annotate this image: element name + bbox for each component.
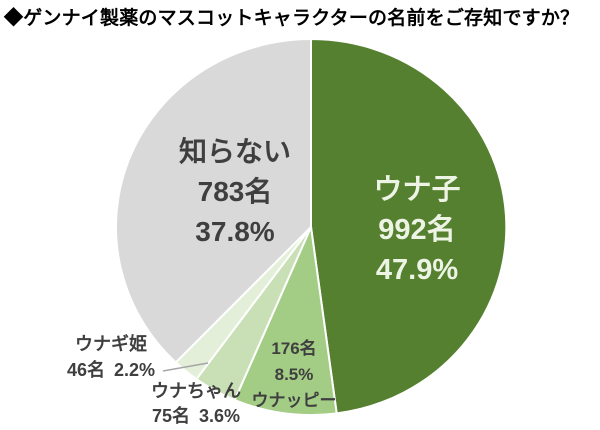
unako-percent: 47.9% xyxy=(375,254,459,286)
chart-title: ◆ゲンナイ製薬のマスコットキャラクターの名前をご存知ですか？ xyxy=(4,8,580,29)
unappy-count: 176名 xyxy=(271,339,317,358)
unagihime-percent: 2.2% xyxy=(114,360,156,380)
unappy-name: ウナッピー xyxy=(251,391,337,410)
pie-slices xyxy=(115,37,508,417)
leader-lines xyxy=(162,362,209,372)
slice-label-unako: ウナ子 992名 47.9% xyxy=(337,170,497,290)
unachan-name: ウナちゃん xyxy=(151,381,241,401)
unachan-percent: 3.6% xyxy=(199,406,241,426)
unako-count: 992名 xyxy=(378,214,456,246)
slice-label-unagihime: ウナギ姫 46名 2.2% xyxy=(36,331,186,383)
unagihime-leader-line xyxy=(162,362,209,372)
shiranai-percent: 37.8% xyxy=(195,216,275,247)
unappy-percent: 8.5% xyxy=(274,365,314,384)
pie-slice-1 xyxy=(310,37,508,415)
pie-slice-5 xyxy=(115,38,312,364)
slice-label-unachan: ウナちゃん 75名 3.6% xyxy=(121,379,271,429)
slice-label-shiranai: 知らない 783名 37.8% xyxy=(155,132,315,252)
shiranai-count: 783名 xyxy=(197,176,273,207)
unako-name: ウナ子 xyxy=(373,174,461,206)
slice-label-unappy: 176名 8.5% ウナッピー xyxy=(224,336,364,414)
shiranai-name: 知らない xyxy=(178,136,291,167)
unagihime-count: 46名 xyxy=(66,360,105,380)
unachan-count: 75名 xyxy=(151,406,190,426)
unagihime-name: ウナギ姫 xyxy=(75,334,147,354)
pie-slice-2 xyxy=(233,226,338,417)
